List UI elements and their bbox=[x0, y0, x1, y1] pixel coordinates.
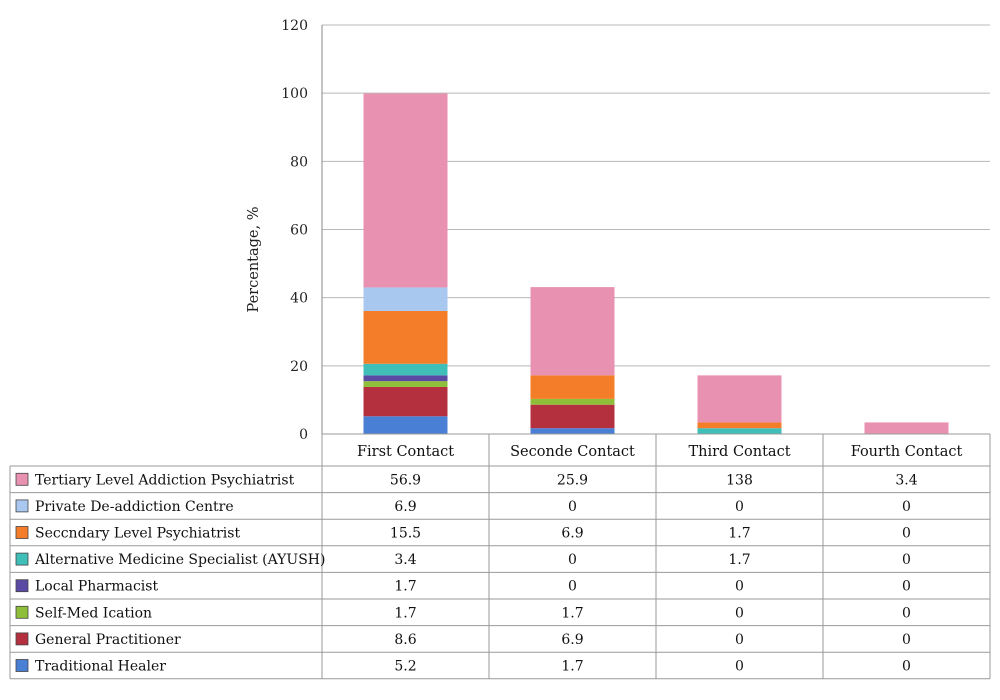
legend-label: Tertiary Level Addiction Psychiatrist bbox=[35, 472, 295, 488]
bar-segment bbox=[530, 428, 615, 434]
data-label: 1.7 bbox=[561, 605, 583, 621]
data-label: 6.9 bbox=[561, 526, 583, 542]
data-label: 56.9 bbox=[390, 472, 421, 488]
y-tick-label: 120 bbox=[281, 18, 308, 34]
data-label: 1.7 bbox=[394, 579, 416, 595]
data-label: 0 bbox=[568, 552, 577, 568]
bar-segment bbox=[864, 422, 949, 434]
data-label: 3.4 bbox=[895, 472, 917, 488]
category-label: Third Contact bbox=[688, 444, 790, 460]
data-label: 6.9 bbox=[561, 632, 583, 648]
bar-segment bbox=[363, 287, 448, 311]
data-label: 1.7 bbox=[728, 526, 750, 542]
data-label: 1.7 bbox=[394, 605, 416, 621]
bar-segment bbox=[697, 375, 782, 423]
data-label: 0 bbox=[735, 605, 744, 621]
bars bbox=[363, 93, 949, 434]
data-label: 0 bbox=[568, 579, 577, 595]
data-table: First Contact Seconde Contact Third Contac… bbox=[9, 433, 991, 680]
category-label: First Contact bbox=[357, 444, 454, 460]
bar-segment bbox=[697, 422, 782, 429]
data-label: 0 bbox=[902, 605, 911, 621]
legend-label: Seccndary Level Psychiatrist bbox=[35, 526, 240, 542]
category-label: Seconde Contact bbox=[510, 444, 635, 460]
y-tick-label: 20 bbox=[290, 359, 308, 375]
data-label: 0 bbox=[902, 632, 911, 648]
bar-segment bbox=[363, 386, 448, 417]
bar-segment bbox=[530, 404, 615, 429]
data-label: 0 bbox=[735, 659, 744, 675]
bar-segment bbox=[363, 93, 448, 288]
y-tick-label: 80 bbox=[290, 154, 308, 170]
category-label: Fourth Contact bbox=[851, 444, 963, 460]
legend-swatch bbox=[15, 472, 29, 486]
y-axis-label: Percentage, % bbox=[246, 207, 262, 313]
legend-label: Local Pharmacist bbox=[35, 579, 158, 595]
data-label: 5.2 bbox=[394, 659, 416, 675]
y-axis-ticks: 0 20 40 60 80 100 120 bbox=[281, 18, 308, 443]
data-label: 0 bbox=[902, 526, 911, 542]
legend-swatch bbox=[15, 579, 29, 593]
legend-swatch bbox=[15, 552, 29, 566]
legend-label: Traditional Healer bbox=[35, 659, 166, 675]
bar-segment bbox=[363, 381, 448, 387]
data-label: 8.6 bbox=[394, 632, 416, 648]
bar-segment bbox=[363, 310, 448, 364]
y-tick-label: 0 bbox=[299, 427, 308, 443]
legend-swatch bbox=[15, 526, 29, 539]
bar-segment bbox=[530, 287, 615, 376]
legend-label: Alternative Medicine Specialist (AYUSH) bbox=[34, 552, 325, 568]
bar-segment bbox=[530, 398, 615, 405]
legend-swatch bbox=[15, 499, 29, 513]
data-label: 138 bbox=[726, 472, 753, 488]
legend-swatch bbox=[15, 659, 29, 672]
data-label: 3.4 bbox=[394, 552, 416, 568]
data-label: 0 bbox=[902, 579, 911, 595]
data-label: 1.7 bbox=[728, 552, 750, 568]
data-label: 25.9 bbox=[557, 472, 588, 488]
data-label: 0 bbox=[902, 552, 911, 568]
legend-swatch bbox=[15, 605, 29, 619]
data-label: 0 bbox=[735, 632, 744, 648]
bar-segment bbox=[530, 375, 615, 399]
data-label: 15.5 bbox=[390, 526, 421, 542]
bar-segment bbox=[363, 375, 448, 382]
data-label: 6.9 bbox=[394, 499, 416, 515]
bar-segment bbox=[363, 416, 448, 434]
data-label: 0 bbox=[902, 499, 911, 515]
legend-label: Self-Med Ication bbox=[35, 605, 152, 621]
legend-label: Private De-addiction Centre bbox=[35, 499, 234, 515]
data-label: 0 bbox=[568, 499, 577, 515]
bar-segment bbox=[697, 428, 782, 434]
legend-label: General Practitioner bbox=[35, 632, 181, 648]
y-tick-label: 60 bbox=[290, 223, 308, 239]
data-label: 0 bbox=[902, 659, 911, 675]
legend-swatch bbox=[15, 632, 29, 646]
bar-segment bbox=[363, 363, 448, 376]
y-tick-label: 100 bbox=[281, 86, 308, 102]
data-label: 1.7 bbox=[561, 659, 583, 675]
data-label: 0 bbox=[735, 579, 744, 595]
y-tick-label: 40 bbox=[290, 291, 308, 307]
data-label: 0 bbox=[735, 499, 744, 515]
